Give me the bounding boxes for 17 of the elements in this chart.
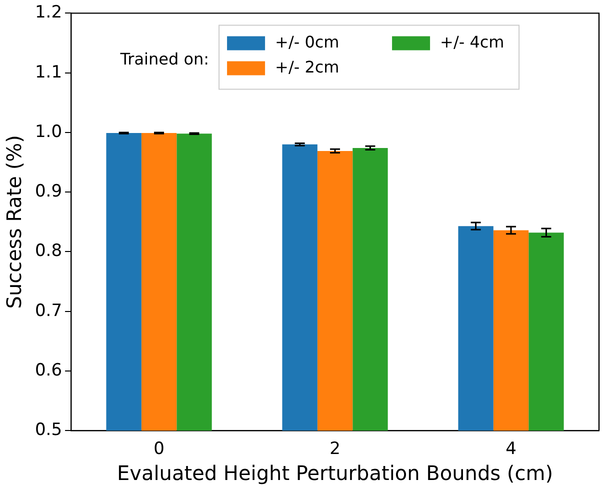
y-axis-title: Success Rate (%) — [2, 135, 26, 309]
y-tick-label: 0.8 — [34, 241, 62, 262]
legend-title: Trained on: — [119, 49, 210, 68]
x-tick-label: 2 — [330, 439, 340, 460]
x-tick-label: 4 — [506, 439, 516, 460]
x-axis-title: Evaluated Height Perturbation Bounds (cm) — [117, 461, 554, 486]
y-tick-label: 1.2 — [34, 2, 62, 23]
y-tick-label: 0.6 — [34, 360, 62, 380]
legend-label: +/- 2cm — [275, 57, 340, 76]
y-tick-label: 1.1 — [34, 62, 62, 82]
legend-label: +/- 4cm — [440, 32, 504, 52]
legend-label: +/- 0cm — [275, 32, 340, 52]
y-tick-label: 1.0 — [34, 122, 62, 142]
y-tick-label: 0.9 — [34, 182, 62, 202]
x-tick-label: 0 — [154, 439, 164, 460]
y-tick-label: 0.5 — [34, 420, 62, 440]
y-tick-label: 0.7 — [34, 300, 62, 321]
